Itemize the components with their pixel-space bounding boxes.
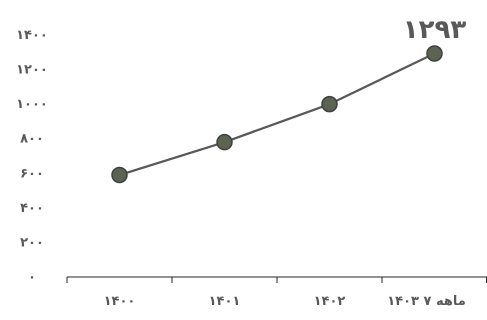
- data-label: ۱۲۹۳: [403, 15, 467, 45]
- x-tick-label: ۱۴۰۲: [314, 294, 346, 309]
- x-tick-label: ۱۴۰۳ ۷ ماهه: [387, 294, 466, 309]
- data-point: [216, 133, 233, 151]
- x-axis-tick-labels: ۱۴۰۰ ۱۴۰۱ ۱۴۰۲ ۱۴۰۳ ۷ ماهه: [104, 294, 466, 309]
- y-axis-tick-labels: ۰ ۲۰۰ ۴۰۰ ۶۰۰ ۸۰۰ ۱۰۰۰ ۱۲۰۰ ۱۴۰۰: [16, 28, 48, 285]
- data-point: [426, 45, 443, 62]
- y-tick-label: ۱۴۰۰: [16, 28, 48, 43]
- data-point: [111, 166, 128, 184]
- series-line: [119, 52, 435, 177]
- data-point: [321, 95, 338, 113]
- x-axis-ticks: [66, 277, 487, 283]
- x-tick-label: ۱۴۰۰: [104, 294, 136, 309]
- y-tick-label: ۲۰۰: [20, 235, 44, 250]
- y-tick-label: ۱۲۰۰: [16, 63, 48, 78]
- y-tick-label: ۴۰۰: [20, 201, 44, 216]
- x-tick-label: ۱۴۰۱: [209, 294, 241, 309]
- data-labels: ۱۲۹۳: [403, 15, 467, 45]
- y-tick-label: ۸۰۰: [20, 132, 44, 147]
- series-markers: [111, 45, 443, 184]
- y-tick-label: ۰: [28, 270, 36, 285]
- y-tick-label: ۶۰۰: [20, 166, 44, 181]
- y-tick-label: ۱۰۰۰: [16, 97, 48, 112]
